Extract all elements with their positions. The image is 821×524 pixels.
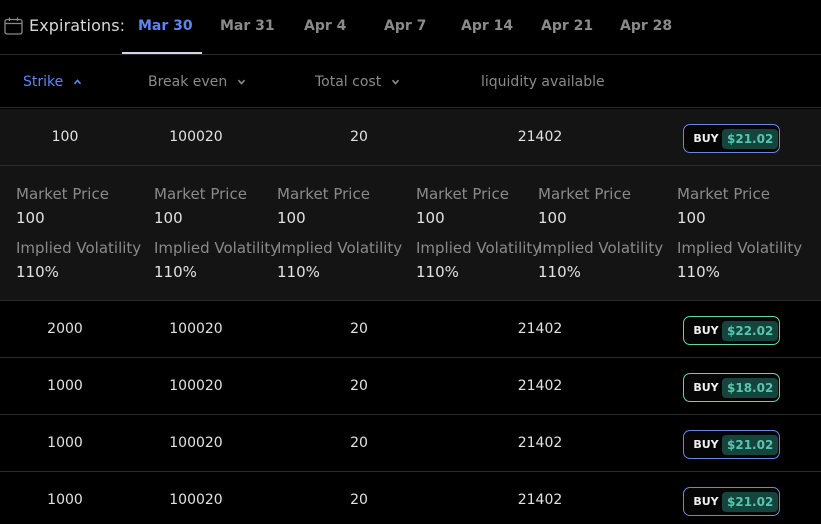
implied-volatility-value: 110% bbox=[677, 263, 720, 281]
total-cost-cell: 20 bbox=[350, 129, 368, 145]
implied-volatility-label: Implied Volatility bbox=[416, 239, 542, 257]
market-price-value: 100 bbox=[277, 209, 306, 227]
tab-apr-21[interactable]: Apr 21 bbox=[541, 18, 594, 34]
implied-volatility-value: 110% bbox=[416, 263, 459, 281]
implied-volatility-label: Implied Volatility bbox=[16, 239, 142, 257]
liquidity-cell: 21402 bbox=[517, 129, 563, 145]
market-price-label: Market Price bbox=[277, 185, 370, 203]
buy-label: BUY bbox=[693, 324, 719, 337]
option-row[interactable]: 2000 100020 20 21402 BUY $22.02 bbox=[0, 301, 821, 358]
total-cost-header-label: Total cost bbox=[315, 74, 382, 90]
detail-column: Market Price 100 Implied Volatility 110% bbox=[154, 184, 279, 292]
column-header-row: Strike Break even Total cost liquidity a… bbox=[0, 56, 821, 108]
break-even-cell: 100020 bbox=[169, 492, 223, 508]
strike-cell: 100 bbox=[51, 129, 79, 145]
strike-cell: 1000 bbox=[47, 492, 83, 508]
chevron-down-icon bbox=[237, 79, 245, 85]
market-price-label: Market Price bbox=[16, 185, 109, 203]
buy-price-badge: $18.02 bbox=[722, 377, 779, 398]
detail-column: Market Price 100 Implied Volatility 110% bbox=[277, 184, 402, 292]
buy-button[interactable]: BUY $22.02 bbox=[683, 316, 780, 345]
detail-column: Market Price 100 Implied Volatility 110% bbox=[677, 184, 802, 292]
break-even-cell: 100020 bbox=[169, 129, 223, 145]
total-cost-cell: 20 bbox=[350, 492, 368, 508]
implied-volatility-value: 110% bbox=[16, 263, 59, 281]
implied-volatility-label: Implied Volatility bbox=[154, 239, 280, 257]
buy-price-badge: $21.02 bbox=[722, 434, 779, 455]
buy-label: BUY bbox=[693, 132, 719, 145]
strike-cell: 1000 bbox=[47, 435, 83, 451]
market-price-label: Market Price bbox=[677, 185, 770, 203]
detail-column: Market Price 100 Implied Volatility 110% bbox=[538, 184, 663, 292]
buy-label: BUY bbox=[693, 438, 719, 451]
liquidity-cell: 21402 bbox=[517, 435, 563, 451]
option-row[interactable]: 100 100020 20 21402 BUY $21.02 bbox=[0, 109, 821, 166]
break-even-header-label: Break even bbox=[148, 74, 228, 90]
option-row[interactable]: 1000 100020 20 21402 BUY $21.02 bbox=[0, 472, 821, 524]
buy-label: BUY bbox=[693, 495, 719, 508]
tab-apr-28[interactable]: Apr 28 bbox=[620, 18, 673, 34]
buy-button[interactable]: BUY $21.02 bbox=[683, 487, 780, 516]
strike-column-header[interactable]: Strike bbox=[23, 74, 82, 90]
active-tab-indicator bbox=[122, 52, 202, 54]
implied-volatility-label: Implied Volatility bbox=[538, 239, 664, 257]
implied-volatility-value: 110% bbox=[538, 263, 581, 281]
implied-volatility-value: 110% bbox=[154, 263, 197, 281]
market-price-value: 100 bbox=[416, 209, 445, 227]
market-price-label: Market Price bbox=[416, 185, 509, 203]
implied-volatility-label: Implied Volatility bbox=[677, 239, 803, 257]
buy-button[interactable]: BUY $18.02 bbox=[683, 373, 780, 402]
chevron-up-icon bbox=[73, 79, 81, 85]
total-cost-column-header[interactable]: Total cost bbox=[315, 74, 400, 90]
detail-column: Market Price 100 Implied Volatility 110% bbox=[16, 184, 141, 292]
buy-button[interactable]: BUY $21.02 bbox=[683, 124, 780, 153]
break-even-cell: 100020 bbox=[169, 321, 223, 337]
implied-volatility-value: 110% bbox=[277, 263, 320, 281]
liquidity-cell: 21402 bbox=[517, 378, 563, 394]
buy-button[interactable]: BUY $21.02 bbox=[683, 430, 780, 459]
detail-column: Market Price 100 Implied Volatility 110% bbox=[416, 184, 541, 292]
buy-label: BUY bbox=[693, 381, 719, 394]
tab-apr-7[interactable]: Apr 7 bbox=[384, 18, 427, 34]
chevron-down-icon bbox=[391, 79, 399, 85]
expirations-label: Expirations: bbox=[29, 16, 126, 35]
implied-volatility-label: Implied Volatility bbox=[277, 239, 403, 257]
break-even-cell: 100020 bbox=[169, 435, 223, 451]
liquidity-cell: 21402 bbox=[517, 321, 563, 337]
tab-mar-30[interactable]: Mar 30 bbox=[138, 18, 193, 34]
liquidity-cell: 21402 bbox=[517, 492, 563, 508]
total-cost-cell: 20 bbox=[350, 378, 368, 394]
total-cost-cell: 20 bbox=[350, 435, 368, 451]
tab-apr-14[interactable]: Apr 14 bbox=[461, 18, 514, 34]
market-price-value: 100 bbox=[538, 209, 567, 227]
calendar-icon bbox=[4, 17, 23, 35]
buy-price-badge: $21.02 bbox=[722, 491, 779, 512]
tab-apr-4[interactable]: Apr 4 bbox=[304, 18, 347, 34]
option-details-panel: Market Price 100 Implied Volatility 110%… bbox=[0, 166, 821, 301]
strike-cell: 2000 bbox=[47, 321, 83, 337]
break-even-column-header[interactable]: Break even bbox=[148, 74, 246, 90]
buy-price-badge: $21.02 bbox=[722, 128, 779, 149]
strike-header-label: Strike bbox=[23, 74, 64, 90]
break-even-cell: 100020 bbox=[169, 378, 223, 394]
option-row[interactable]: 1000 100020 20 21402 BUY $21.02 bbox=[0, 415, 821, 472]
strike-cell: 1000 bbox=[47, 378, 83, 394]
market-price-value: 100 bbox=[677, 209, 706, 227]
market-price-value: 100 bbox=[16, 209, 45, 227]
total-cost-cell: 20 bbox=[350, 321, 368, 337]
market-price-value: 100 bbox=[154, 209, 183, 227]
buy-price-badge: $22.02 bbox=[722, 320, 779, 341]
tab-mar-31[interactable]: Mar 31 bbox=[220, 18, 275, 34]
option-row[interactable]: 1000 100020 20 21402 BUY $18.02 bbox=[0, 358, 821, 415]
market-price-label: Market Price bbox=[154, 185, 247, 203]
expirations-bar: Expirations: Mar 30 Mar 31 Apr 4 Apr 7 A… bbox=[0, 0, 821, 55]
liquidity-column-header[interactable]: liquidity available bbox=[481, 74, 605, 90]
market-price-label: Market Price bbox=[538, 185, 631, 203]
